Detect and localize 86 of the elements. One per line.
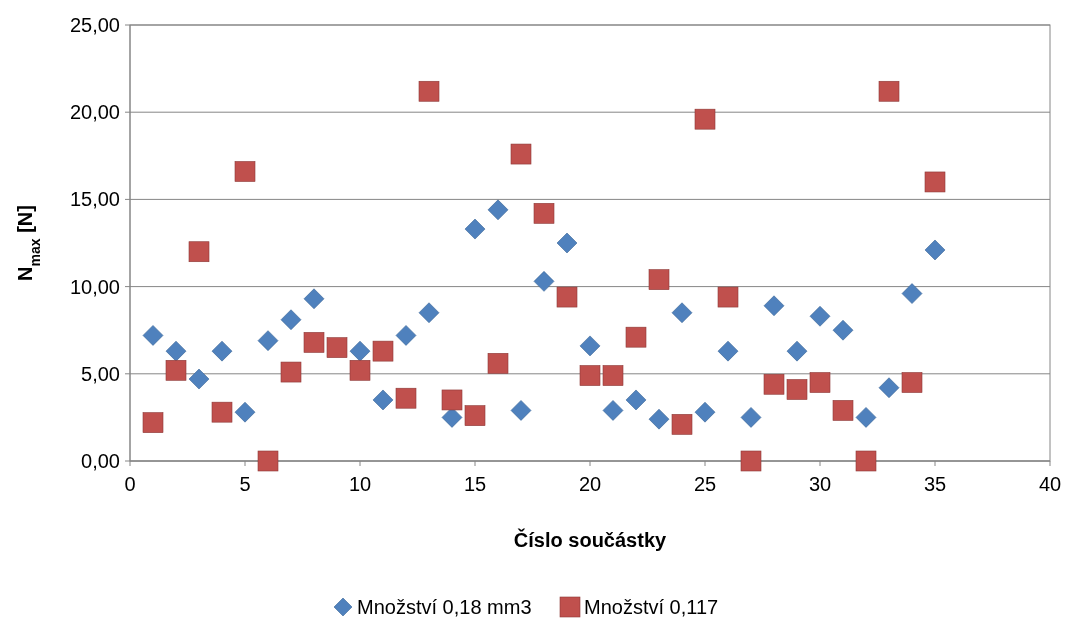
- point: [740, 407, 762, 428]
- x-tick-label: 5: [239, 473, 251, 495]
- x-tick-label: 20: [578, 473, 602, 495]
- point: [579, 365, 601, 386]
- point: [464, 405, 486, 426]
- point: [372, 389, 394, 411]
- point: [671, 302, 693, 324]
- point: [280, 309, 302, 331]
- point: [924, 171, 946, 193]
- x-axis-title: Číslo součástky: [513, 528, 668, 551]
- point: [441, 389, 463, 411]
- point: [234, 401, 256, 423]
- point: [671, 414, 693, 435]
- point: [717, 340, 739, 362]
- point: [464, 218, 486, 240]
- point: [786, 379, 808, 400]
- point: [533, 203, 555, 224]
- point: [142, 412, 164, 433]
- point: [303, 332, 325, 353]
- point: [556, 232, 578, 254]
- point: [234, 161, 256, 182]
- point: [211, 340, 233, 362]
- point: [648, 269, 670, 290]
- point: [809, 305, 831, 327]
- point: [188, 241, 210, 263]
- point: [280, 361, 302, 383]
- x-tick-label: 30: [808, 473, 832, 495]
- point: [878, 80, 900, 102]
- y-tick-label: 0,00: [81, 450, 120, 472]
- point: [763, 373, 785, 395]
- point: [372, 340, 394, 362]
- legend-label: Množství 0,18 mm3: [357, 596, 532, 618]
- point: [579, 335, 601, 357]
- x-tick-label: 0: [124, 473, 136, 495]
- point: [648, 408, 670, 430]
- point: [487, 199, 509, 221]
- point: [349, 340, 371, 362]
- point: [855, 407, 877, 428]
- point: [257, 330, 279, 351]
- point: [142, 325, 164, 346]
- point: [257, 450, 279, 472]
- point: [763, 295, 785, 317]
- y-tick-label: 10,00: [69, 275, 120, 298]
- point: [901, 283, 923, 304]
- point: [717, 286, 739, 308]
- point: [533, 271, 555, 292]
- point: [165, 360, 187, 381]
- x-tick-label: 25: [693, 473, 717, 495]
- y-tick-label: 20,00: [69, 101, 120, 124]
- point: [556, 286, 578, 308]
- point: [786, 340, 808, 362]
- x-tick-label: 35: [923, 473, 947, 495]
- point: [303, 288, 325, 310]
- point: [901, 372, 923, 393]
- point: [809, 372, 831, 393]
- point: [625, 389, 647, 411]
- point: [487, 353, 509, 374]
- point: [211, 401, 233, 423]
- point: [924, 239, 946, 261]
- point: [395, 325, 417, 346]
- x-tick-label: 15: [463, 473, 487, 495]
- x-tick-label: 40: [1038, 473, 1062, 495]
- point: [740, 450, 762, 472]
- point: [165, 340, 187, 362]
- point: [510, 400, 532, 421]
- legend-label: Množství 0,117: [584, 596, 719, 618]
- point: [510, 143, 532, 165]
- point: [418, 80, 440, 102]
- point: [855, 450, 877, 472]
- point: [694, 401, 716, 423]
- point: [188, 368, 210, 390]
- y-tick-label: 15,00: [69, 188, 120, 211]
- point: [395, 387, 417, 409]
- y-tick-label: 5,00: [81, 362, 120, 385]
- point: [349, 360, 371, 381]
- point: [326, 337, 348, 358]
- point: [602, 400, 624, 421]
- point: [602, 365, 624, 386]
- y-tick-label: 25,00: [69, 14, 120, 36]
- point: [878, 377, 900, 399]
- point: [625, 326, 647, 348]
- point: [694, 108, 716, 130]
- point: [418, 302, 440, 324]
- point: [832, 400, 854, 421]
- point: [832, 319, 854, 341]
- x-tick-label: 10: [348, 473, 372, 495]
